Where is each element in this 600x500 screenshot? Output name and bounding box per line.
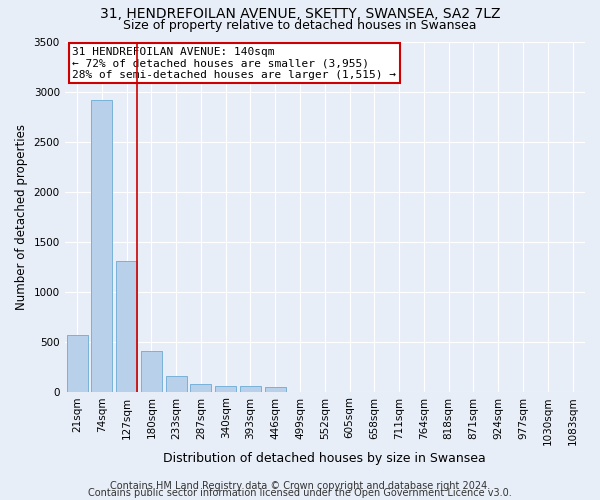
Y-axis label: Number of detached properties: Number of detached properties — [15, 124, 28, 310]
Text: 31 HENDREFOILAN AVENUE: 140sqm
← 72% of detached houses are smaller (3,955)
28% : 31 HENDREFOILAN AVENUE: 140sqm ← 72% of … — [73, 47, 397, 80]
Bar — [141, 350, 162, 392]
Text: Contains HM Land Registry data © Crown copyright and database right 2024.: Contains HM Land Registry data © Crown c… — [110, 481, 490, 491]
Bar — [116, 260, 137, 392]
Bar — [67, 334, 88, 392]
Text: Contains public sector information licensed under the Open Government Licence v3: Contains public sector information licen… — [88, 488, 512, 498]
Bar — [91, 100, 112, 392]
Bar — [265, 387, 286, 392]
Text: Size of property relative to detached houses in Swansea: Size of property relative to detached ho… — [123, 18, 477, 32]
Bar — [166, 376, 187, 392]
X-axis label: Distribution of detached houses by size in Swansea: Distribution of detached houses by size … — [163, 452, 486, 465]
Bar — [215, 386, 236, 392]
Bar — [240, 386, 261, 392]
Text: 31, HENDREFOILAN AVENUE, SKETTY, SWANSEA, SA2 7LZ: 31, HENDREFOILAN AVENUE, SKETTY, SWANSEA… — [100, 8, 500, 22]
Bar — [190, 384, 211, 392]
